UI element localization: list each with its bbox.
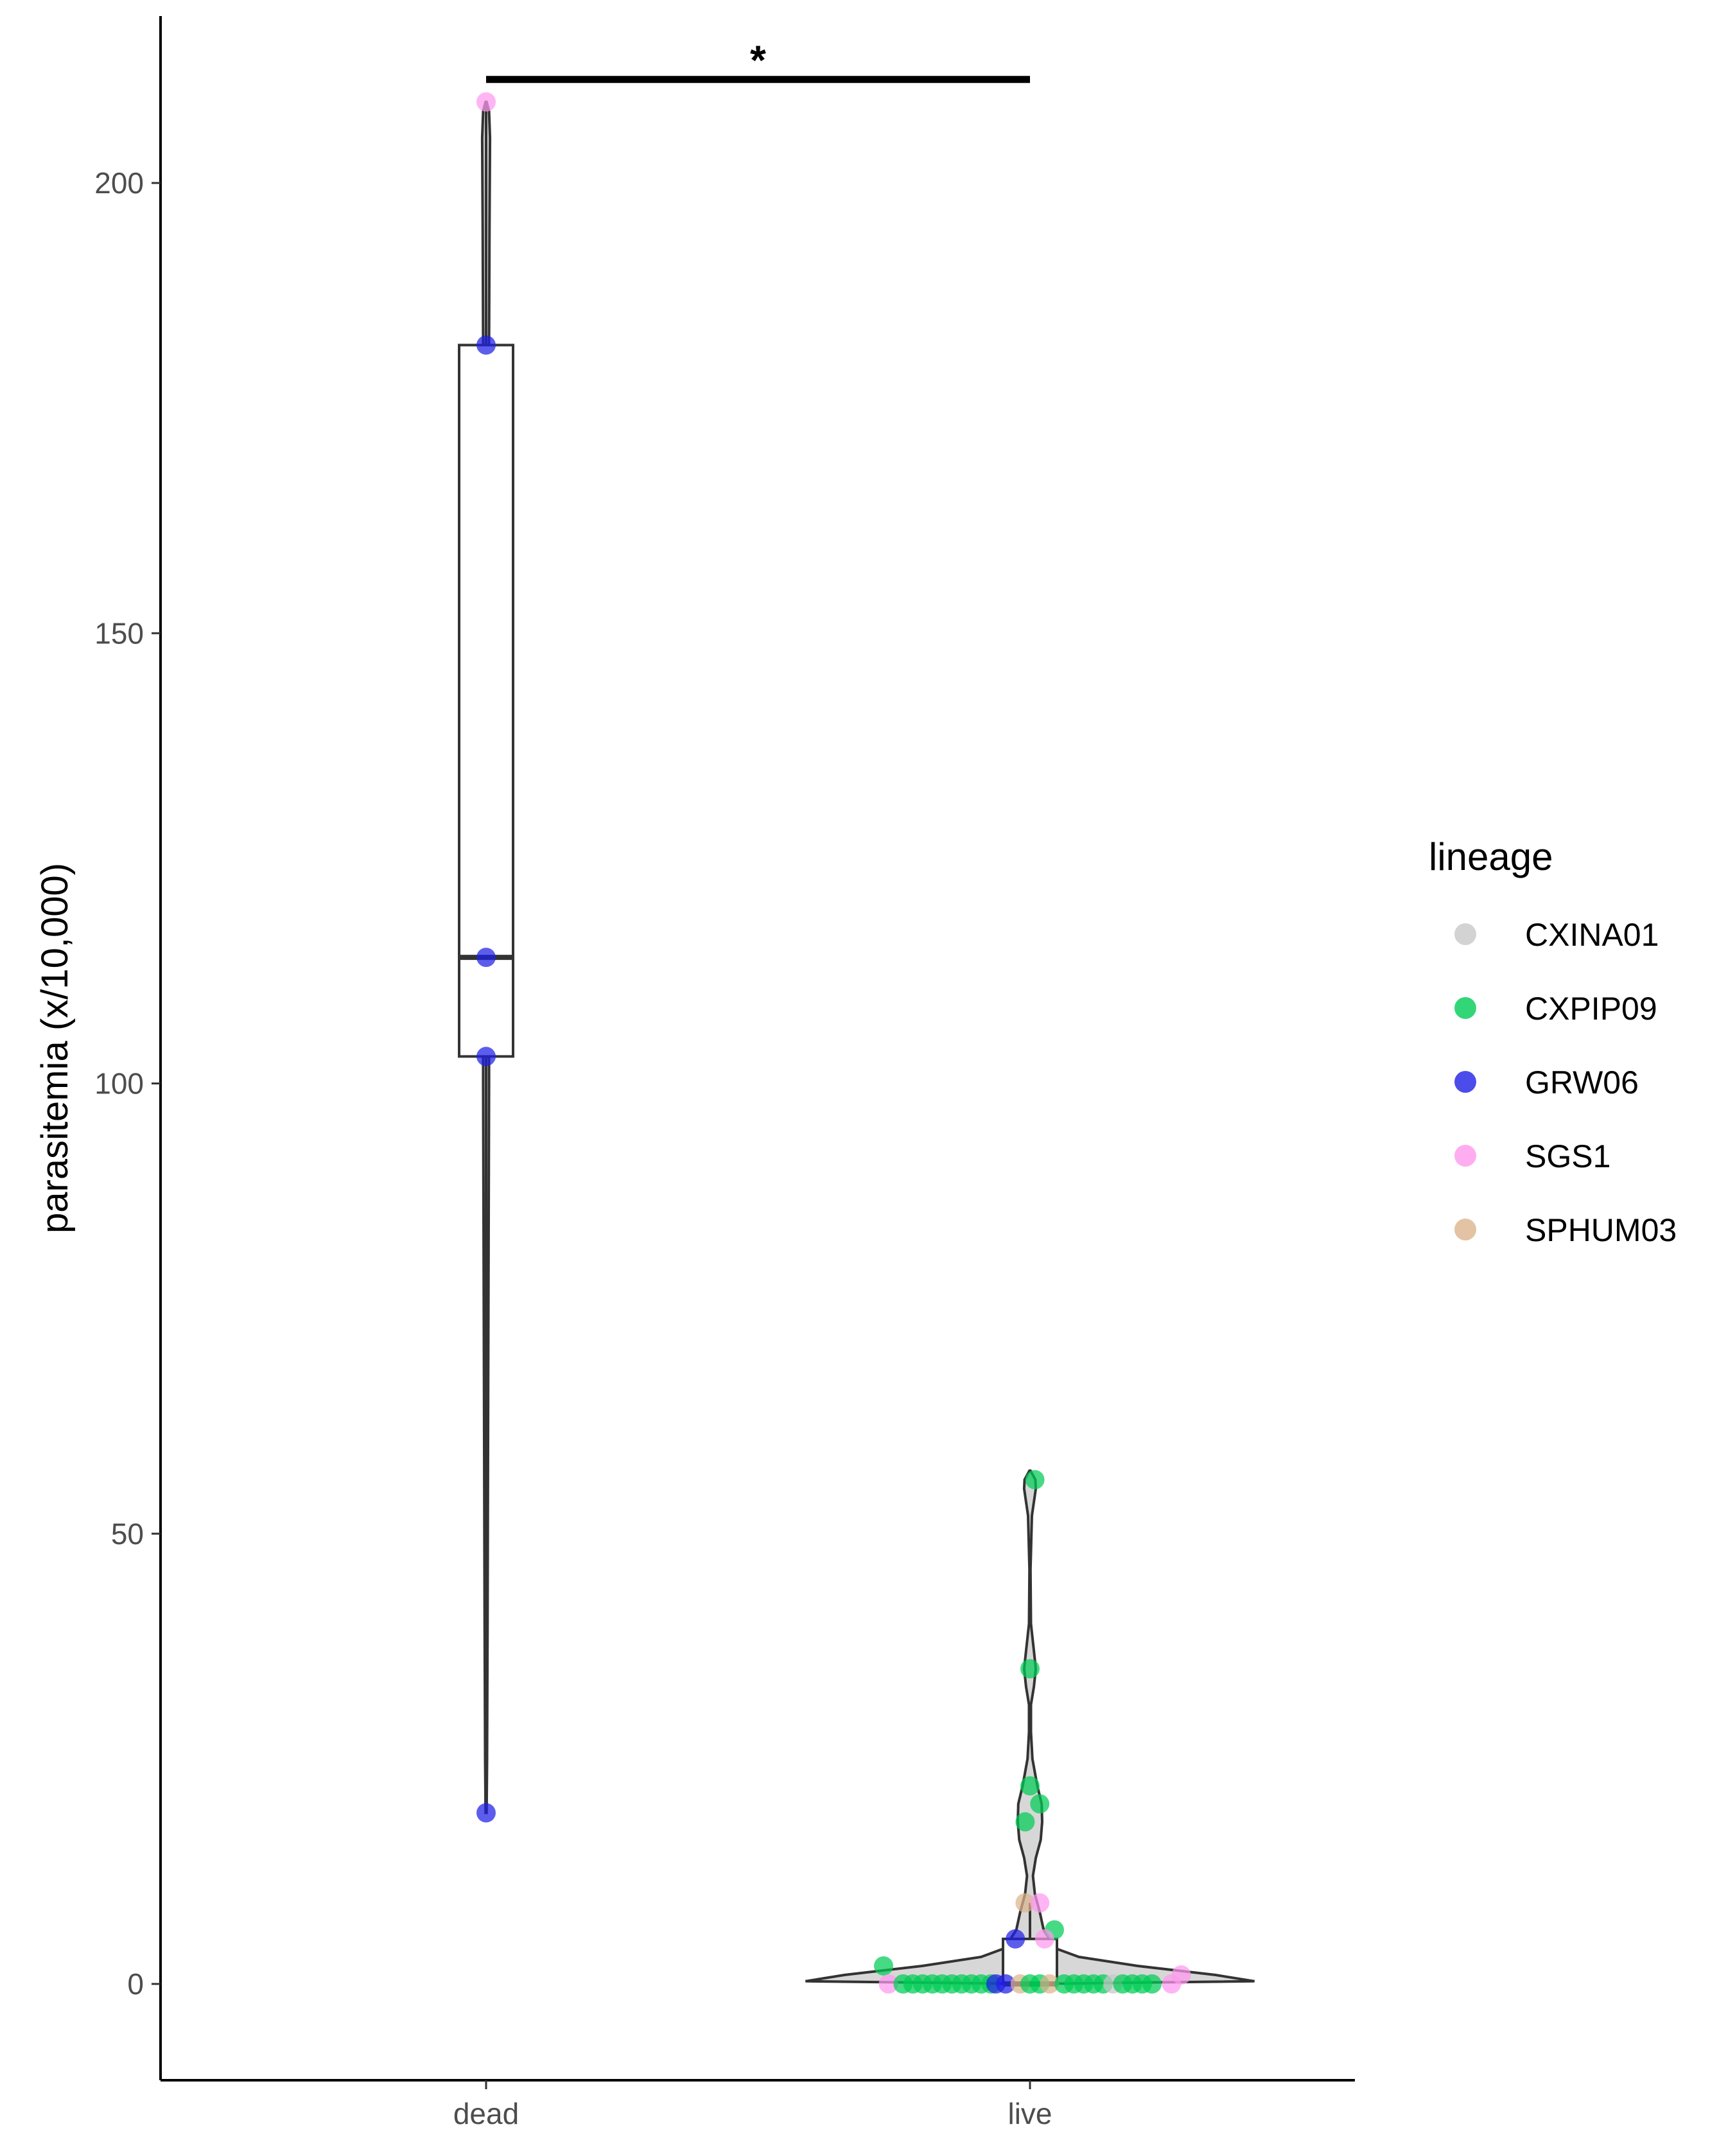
legend-key bbox=[1454, 923, 1476, 945]
legend-key bbox=[1454, 1219, 1476, 1240]
data-point bbox=[476, 948, 496, 968]
data-point bbox=[1020, 1659, 1040, 1679]
legend-item: SPHUM03 bbox=[1454, 1212, 1677, 1248]
data-point bbox=[878, 1974, 898, 1994]
annotation-layer: * bbox=[486, 37, 1030, 83]
legend-label: CXPIP09 bbox=[1525, 991, 1657, 1027]
data-point bbox=[996, 1974, 1015, 1994]
legend-item: CXINA01 bbox=[1454, 917, 1659, 953]
y-axis-title: parasitemia (x/10,000) bbox=[34, 863, 76, 1233]
data-point bbox=[1015, 1893, 1035, 1913]
data-point bbox=[1006, 1929, 1025, 1949]
points-layer bbox=[476, 92, 1191, 1994]
data-point bbox=[476, 92, 496, 112]
axes-layer: 0 50 100 150 200 dead live parasitemia (x/10,00… bbox=[34, 16, 1355, 2130]
x-tick-label: live bbox=[1008, 2097, 1052, 2130]
legend-item: CXPIP09 bbox=[1454, 991, 1657, 1027]
data-point bbox=[1040, 1974, 1060, 1994]
data-point bbox=[1034, 1929, 1054, 1949]
legend-label: SGS1 bbox=[1525, 1138, 1610, 1174]
legend-label: SPHUM03 bbox=[1525, 1212, 1677, 1248]
boxplots-layer bbox=[458, 101, 1058, 1986]
legend-item: GRW06 bbox=[1454, 1065, 1639, 1100]
data-point bbox=[476, 335, 496, 355]
data-point bbox=[874, 1956, 893, 1976]
data-point bbox=[1030, 1893, 1050, 1913]
x-tick-label: dead bbox=[453, 2097, 519, 2130]
data-point bbox=[1025, 1470, 1045, 1490]
y-tick-label: 150 bbox=[94, 616, 144, 650]
legend-label: CXINA01 bbox=[1525, 917, 1659, 953]
data-point bbox=[1142, 1974, 1162, 1994]
legend-item: SGS1 bbox=[1454, 1138, 1610, 1174]
data-point bbox=[476, 1047, 496, 1066]
data-point bbox=[1015, 1812, 1035, 1832]
y-tick-label: 200 bbox=[94, 166, 144, 200]
legend: lineage CXINA01 CXPIP09 GRW06 SGS1 SPHUM03 bbox=[1429, 835, 1677, 1248]
legend-title: lineage bbox=[1429, 835, 1553, 878]
data-point bbox=[1171, 1965, 1191, 1985]
legend-label: GRW06 bbox=[1525, 1065, 1639, 1100]
legend-key bbox=[1454, 1145, 1476, 1167]
data-point bbox=[1030, 1794, 1050, 1814]
significance-label: * bbox=[750, 37, 766, 83]
legend-key bbox=[1454, 1071, 1476, 1093]
y-tick-label: 50 bbox=[111, 1517, 144, 1551]
violins-layer bbox=[480, 100, 1255, 1985]
data-point bbox=[1020, 1776, 1040, 1796]
y-tick-label: 0 bbox=[127, 1967, 144, 2001]
data-point bbox=[476, 1803, 496, 1823]
legend-key bbox=[1454, 997, 1476, 1019]
y-tick-label: 100 bbox=[94, 1067, 144, 1100]
